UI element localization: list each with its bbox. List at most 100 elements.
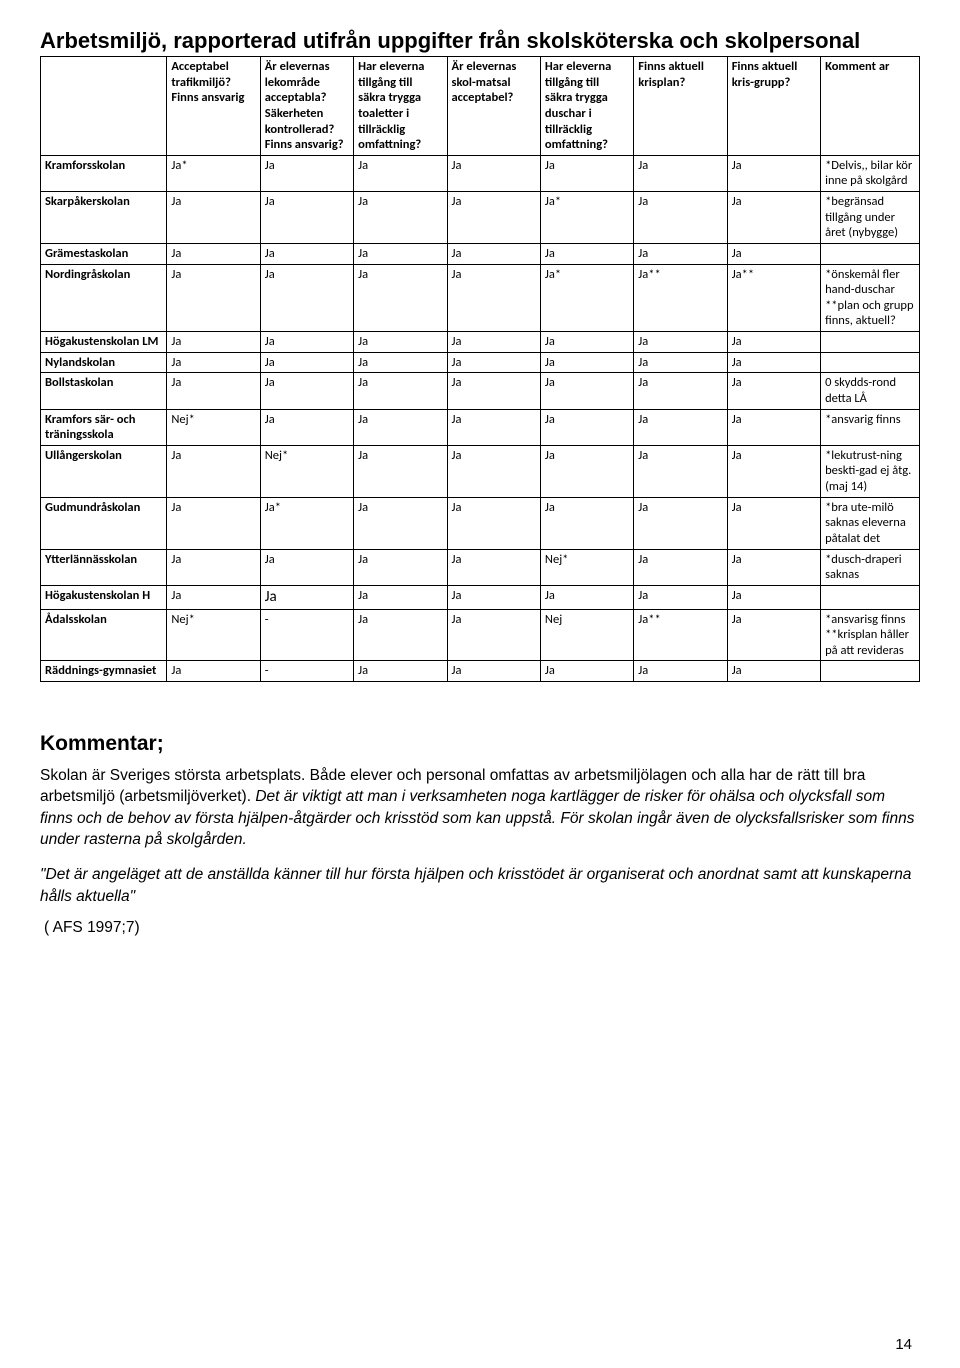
value-cell: Ja — [260, 243, 353, 264]
value-cell: Ja — [447, 264, 540, 332]
value-cell: Ja — [167, 352, 260, 373]
value-cell: Ja — [540, 497, 633, 549]
page-title: Arbetsmiljö, rapporterad utifrån uppgift… — [40, 28, 920, 54]
table-row: YtterlännässkolanJaJaJaJaNej*JaJa*dusch-… — [41, 549, 920, 585]
value-cell: Ja — [354, 661, 447, 682]
col-comment: Komment ar — [821, 57, 920, 156]
comment-cell: *dusch-draperi saknas — [821, 549, 920, 585]
value-cell: Ja — [260, 192, 353, 244]
value-cell: Ja — [447, 192, 540, 244]
comment-cell: *begränsad tillgång under året (nybygge) — [821, 192, 920, 244]
commentary-reference: ( AFS 1997;7) — [44, 917, 920, 938]
value-cell: Ja — [634, 332, 727, 353]
comment-cell: *Delvis,, bilar kör inne på skolgård — [821, 155, 920, 191]
value-cell: Ja — [634, 661, 727, 682]
table-row: Kramfors sär- och träningsskolaNej*JaJaJ… — [41, 409, 920, 445]
comment-cell: 0 skydds-rond detta LÅ — [821, 373, 920, 409]
table-row: KramforsskolanJa*JaJaJaJaJaJa*Delvis,, b… — [41, 155, 920, 191]
value-cell: Ja — [634, 409, 727, 445]
value-cell: Ja — [540, 661, 633, 682]
value-cell: Ja** — [634, 609, 727, 661]
value-cell: Ja — [167, 332, 260, 353]
value-cell: Ja — [354, 609, 447, 661]
value-cell: Ja** — [634, 264, 727, 332]
commentary-heading: Kommentar; — [40, 730, 920, 759]
value-cell: Ja — [354, 373, 447, 409]
value-cell: Ja — [260, 585, 353, 609]
value-cell: Ja — [447, 409, 540, 445]
value-cell: Ja — [727, 497, 820, 549]
value-cell: Ja — [354, 155, 447, 191]
value-cell: Ja — [727, 609, 820, 661]
comment-cell: *ansvarisg finns **krisplan håller på at… — [821, 609, 920, 661]
value-cell: Ja — [354, 192, 447, 244]
value-cell: Ja — [727, 585, 820, 609]
value-cell: Ja* — [540, 192, 633, 244]
value-cell: Ja — [167, 661, 260, 682]
comment-cell — [821, 243, 920, 264]
table-row: ÅdalsskolanNej*-JaJaNejJa**Ja*ansvarisg … — [41, 609, 920, 661]
value-cell: Ja — [167, 243, 260, 264]
comment-cell: *önskemål fler hand-duschar **plan och g… — [821, 264, 920, 332]
col-q1: Acceptabel trafikmiljö? Finns ansvarig — [167, 57, 260, 156]
value-cell: Ja — [260, 549, 353, 585]
value-cell: Ja — [447, 661, 540, 682]
table-row: SkarpåkerskolanJaJaJaJaJa*JaJa*begränsad… — [41, 192, 920, 244]
value-cell: Ja — [354, 497, 447, 549]
school-cell: Grämestaskolan — [41, 243, 167, 264]
value-cell: - — [260, 661, 353, 682]
value-cell: - — [260, 609, 353, 661]
comment-cell: *lekutrust-ning beskti-gad ej åtg. (maj … — [821, 445, 920, 497]
school-cell: Räddnings-gymnasiet — [41, 661, 167, 682]
col-q2: Är elevernas lekområde acceptabla? Säker… — [260, 57, 353, 156]
value-cell: Ja — [727, 549, 820, 585]
value-cell: Ja — [540, 585, 633, 609]
comment-cell — [821, 352, 920, 373]
value-cell: Ja — [727, 352, 820, 373]
value-cell: Ja — [447, 549, 540, 585]
value-cell: Ja — [167, 373, 260, 409]
value-cell: Ja — [447, 585, 540, 609]
commentary-paragraph: Skolan är Sveriges största arbetsplats. … — [40, 765, 920, 851]
col-q3: Har eleverna tillgång till säkra trygga … — [354, 57, 447, 156]
value-cell: Ja — [540, 409, 633, 445]
value-cell: Nej* — [167, 409, 260, 445]
value-cell: Ja — [727, 243, 820, 264]
value-cell: Ja — [354, 445, 447, 497]
col-q6: Finns aktuell krisplan? — [634, 57, 727, 156]
school-cell: Ådalsskolan — [41, 609, 167, 661]
comment-cell: *ansvarig finns — [821, 409, 920, 445]
value-cell: Ja — [727, 332, 820, 353]
comment-cell: *bra ute-milö saknas eleverna påtalat de… — [821, 497, 920, 549]
value-cell: Ja — [447, 155, 540, 191]
comment-cell — [821, 332, 920, 353]
value-cell: Ja — [447, 373, 540, 409]
value-cell: Nej* — [260, 445, 353, 497]
value-cell: Ja* — [540, 264, 633, 332]
table-row: BollstaskolanJaJaJaJaJaJaJa0 skydds-rond… — [41, 373, 920, 409]
table-row: Högakustenskolan HJaJaJaJaJaJaJa — [41, 585, 920, 609]
school-cell: Bollstaskolan — [41, 373, 167, 409]
value-cell: Ja — [167, 192, 260, 244]
value-cell: Nej — [540, 609, 633, 661]
value-cell: Ja — [167, 549, 260, 585]
value-cell: Ja — [540, 155, 633, 191]
value-cell: Ja — [354, 352, 447, 373]
value-cell: Ja — [540, 445, 633, 497]
value-cell: Ja — [354, 585, 447, 609]
value-cell: Ja — [260, 352, 353, 373]
table-row: NordingråskolanJaJaJaJaJa*Ja**Ja***önske… — [41, 264, 920, 332]
value-cell: Ja — [540, 352, 633, 373]
school-cell: Ytterlännässkolan — [41, 549, 167, 585]
value-cell: Nej* — [167, 609, 260, 661]
value-cell: Ja — [260, 264, 353, 332]
value-cell: Ja — [447, 445, 540, 497]
school-cell: Högakustenskolan LM — [41, 332, 167, 353]
table-row: GudmundråskolanJaJa*JaJaJaJaJa*bra ute-m… — [41, 497, 920, 549]
value-cell: Ja* — [167, 155, 260, 191]
col-q5: Har eleverna tillgång till säkra trygga … — [540, 57, 633, 156]
value-cell: Ja — [260, 155, 353, 191]
table-row: UllångerskolanJaNej*JaJaJaJaJa*lekutrust… — [41, 445, 920, 497]
value-cell: Ja* — [260, 497, 353, 549]
value-cell: Ja — [354, 332, 447, 353]
